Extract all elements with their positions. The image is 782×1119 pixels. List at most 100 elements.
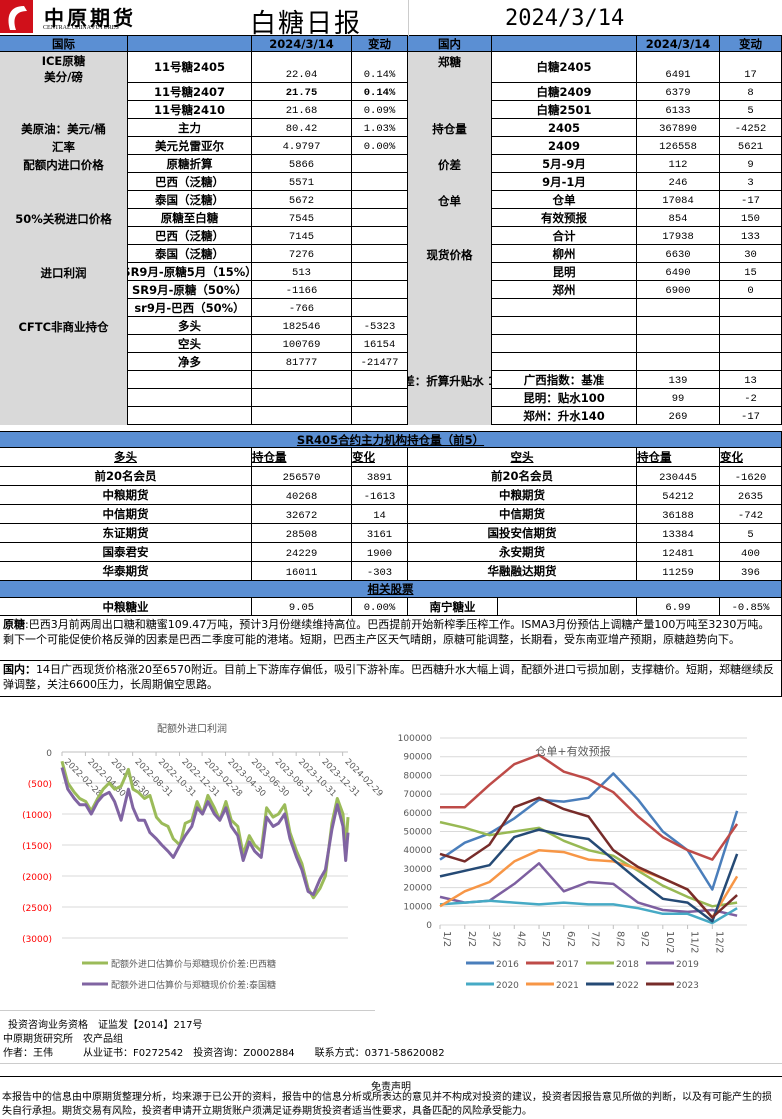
holdings-value: 32672	[252, 505, 352, 524]
series-line-2018	[439, 820, 738, 908]
legend-label: 配额外进口估算价与郑糖现价价差:巴西糖	[111, 958, 276, 970]
domestic-row-label	[408, 83, 492, 101]
intl-row-label	[0, 335, 128, 353]
holdings-value: 54212	[637, 486, 720, 505]
holdings-value: 256570	[252, 467, 352, 486]
domestic-row-item: 广西指数：基准	[492, 371, 637, 389]
report-title: 白糖日报	[250, 9, 363, 39]
domestic-row-label	[408, 317, 492, 335]
x-tick-label: 6/2	[565, 931, 576, 947]
y-tick-label: (3000)	[22, 935, 52, 945]
domestic-label: 国内：	[3, 663, 36, 676]
y-tick-label: 80000	[403, 771, 432, 781]
intl-row-change	[352, 281, 408, 299]
series-line-thailand	[60, 767, 350, 897]
domestic-row-value: 6379	[637, 83, 720, 101]
holdings-value: 36188	[637, 505, 720, 524]
x-tick-label: 1/2	[441, 931, 452, 947]
intl-row-item: 巴西（泛糖）	[128, 227, 252, 245]
intl-row-item: 主力	[128, 119, 252, 137]
y-tick-label: 20000	[403, 884, 432, 894]
intl-header-3: 变动	[352, 36, 408, 52]
x-tick-label: 8/2	[614, 931, 625, 947]
domestic-row-change: 133	[720, 227, 782, 245]
domestic-row-item	[492, 335, 637, 353]
domestic-row-value: 6491	[637, 52, 720, 83]
stock-value: 6.99	[637, 598, 720, 616]
domestic-row-change: 5621	[720, 137, 782, 155]
intl-row-value: 5672	[252, 191, 352, 209]
domestic-row-label	[408, 299, 492, 317]
y-tick-label: 0	[46, 749, 52, 759]
holdings-value: 11259	[637, 562, 720, 581]
intl-row-item: SR9月-原糖5月（15%）	[128, 263, 252, 281]
intl-row-change	[352, 227, 408, 245]
empty-cell	[498, 598, 637, 616]
intl-row-item	[128, 371, 252, 389]
intl-row-label	[0, 353, 128, 371]
intl-row-change: 0.14%	[352, 52, 408, 83]
domestic-row-item: 有效预报	[492, 209, 637, 227]
intl-row-change: -21477	[352, 353, 408, 371]
holdings-member: 国泰君安	[0, 543, 252, 562]
domestic-header-1	[492, 36, 637, 52]
domestic-row-change: 3	[720, 173, 782, 191]
intl-row-label: CFTC非商业持仓	[0, 317, 128, 335]
domestic-row-value: 367890	[637, 119, 720, 137]
stock-value: 9.05	[252, 598, 352, 616]
domestic-row-value	[637, 353, 720, 371]
intl-header-0: 国际	[0, 36, 128, 52]
intl-row-change: 1.03%	[352, 119, 408, 137]
holdings-member: 中粮期货	[0, 486, 252, 505]
holdings-value: 28508	[252, 524, 352, 543]
stock-value: 0.00%	[352, 598, 408, 616]
holdings-member: 华泰期货	[0, 562, 252, 581]
holdings-value: 16011	[252, 562, 352, 581]
domestic-row-item: 9月-1月	[492, 173, 637, 191]
domestic-row-item: 白糖2409	[492, 83, 637, 101]
intl-row-item: 原糖折算	[128, 155, 252, 173]
intl-row-item: 11号糖2410	[128, 101, 252, 119]
holdings-member: 前20名会员	[0, 467, 252, 486]
domestic-row-change: 8	[720, 83, 782, 101]
intl-row-item	[128, 389, 252, 407]
stock-name: 南宁糖业	[408, 598, 498, 616]
intl-row-value: 182546	[252, 317, 352, 335]
domestic-row-change	[720, 353, 782, 371]
domestic-text: 14日广西现货价格涨20至6570附近。目前上下游库存偏低，吸引下游补库。巴西糖…	[3, 663, 774, 691]
intl-row-label	[0, 371, 128, 389]
domestic-row-label: 郑糖	[408, 52, 492, 83]
x-tick-label: 2/2	[466, 931, 477, 947]
intl-row-label	[0, 407, 128, 425]
intl-row-item: 巴西（泛糖）	[128, 173, 252, 191]
intl-row-item: SR9月-原糖（50%）	[128, 281, 252, 299]
domestic-row-value: 126558	[637, 137, 720, 155]
intl-row-change	[352, 245, 408, 263]
disclaimer-title: 免责声明	[371, 1082, 411, 1093]
holdings-member: 中信期货	[0, 505, 252, 524]
raw-sugar-label: 原糖	[3, 618, 25, 631]
domestic-row-label	[408, 281, 492, 299]
holdings-value: -742	[720, 505, 782, 524]
holdings-value: -1613	[352, 486, 408, 505]
domestic-row-value: 854	[637, 209, 720, 227]
intl-row-value: -766	[252, 299, 352, 317]
intl-row-label	[0, 227, 128, 245]
y-tick-label: 40000	[403, 846, 432, 856]
domestic-row-item: 合计	[492, 227, 637, 245]
spacer	[0, 425, 782, 432]
domestic-row-label	[408, 353, 492, 371]
holdings-header-1: 持仓量	[252, 448, 352, 467]
holdings-member: 东证期货	[0, 524, 252, 543]
legend-label: 2018	[616, 960, 639, 970]
domestic-row-value: 6133	[637, 101, 720, 119]
holdings-value: -1620	[720, 467, 782, 486]
domestic-row-value: 139	[637, 371, 720, 389]
intl-row-value: 81777	[252, 353, 352, 371]
domestic-row-item: 郑州	[492, 281, 637, 299]
domestic-row-item: 白糖2501	[492, 101, 637, 119]
intl-row-value: 4.9797	[252, 137, 352, 155]
logo: 中原期货 CENTRAL CHINA FUTURES	[0, 0, 140, 34]
holdings-value: 13384	[637, 524, 720, 543]
y-tick-label: (2500)	[22, 904, 52, 914]
